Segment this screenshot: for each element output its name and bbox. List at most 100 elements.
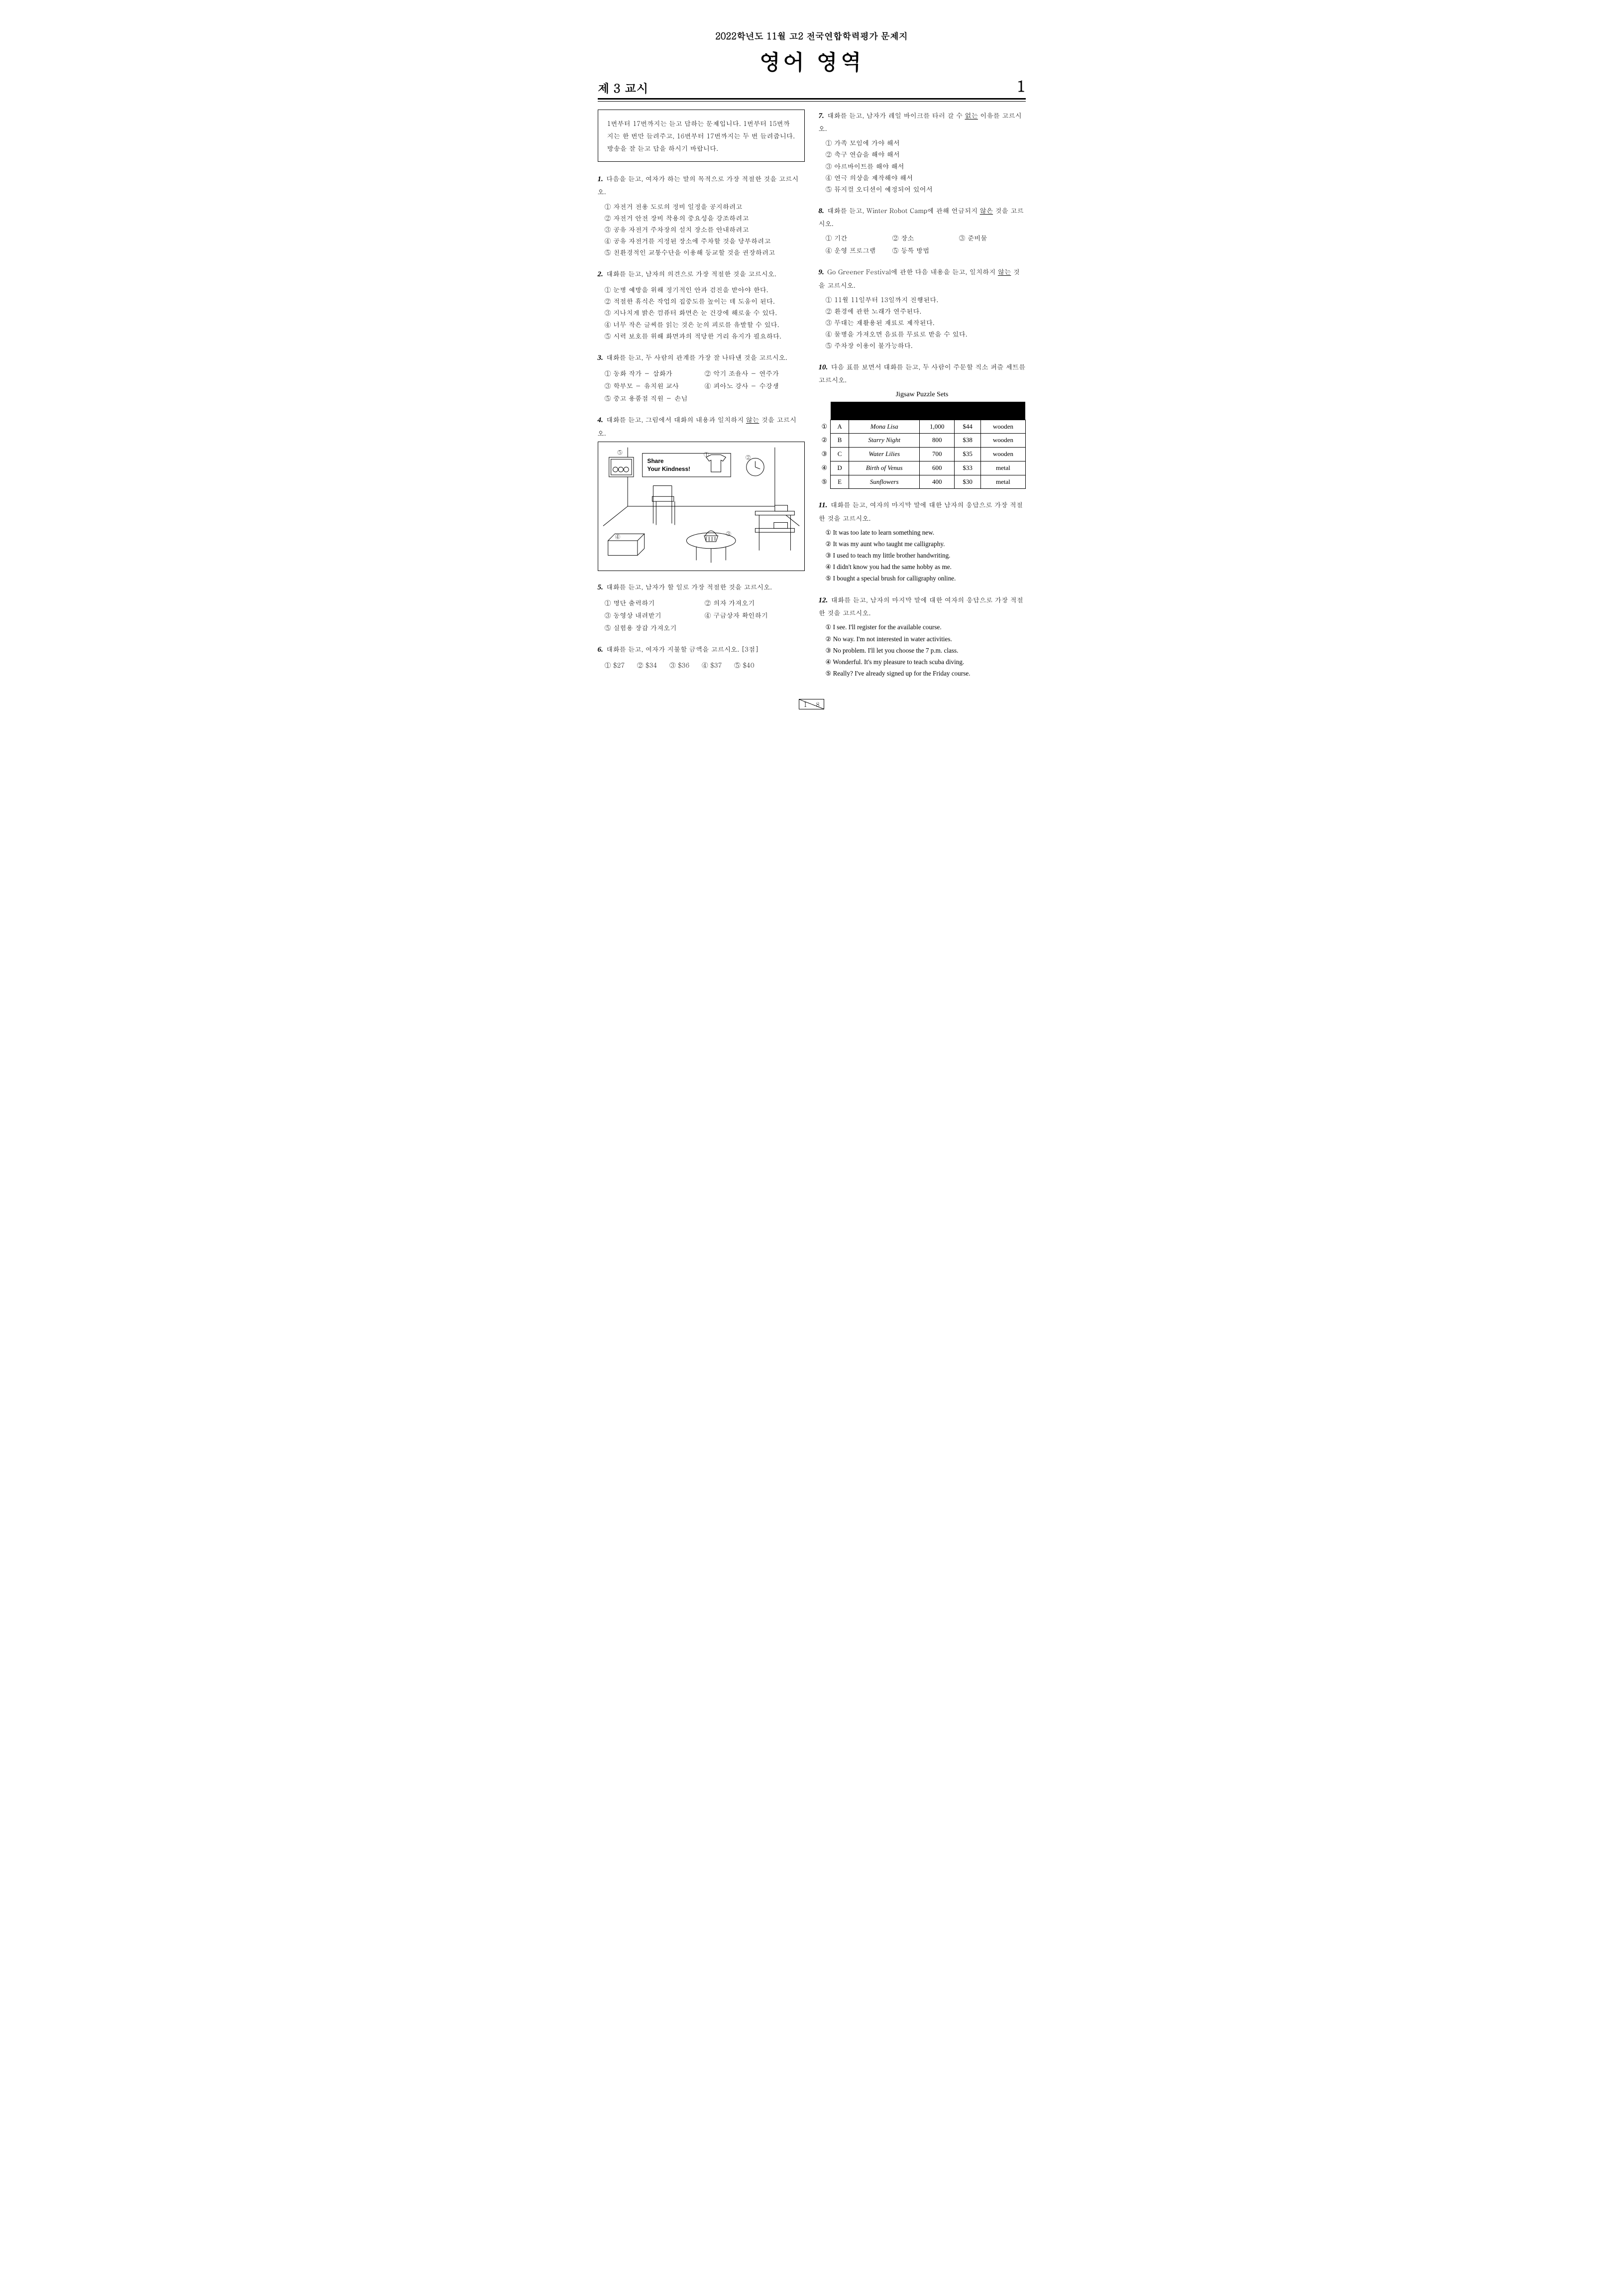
- q9-opt2: ② 환경에 관한 노래가 연주된다.: [826, 305, 1026, 317]
- q3-opt4: ④ 피아노 강사 － 수강생: [705, 380, 805, 391]
- q8-options: ① 기간 ② 장소 ③ 준비물 ④ 운영 프로그램 ⑤ 등록 방법: [819, 232, 1026, 256]
- q6-opt2: ② $34: [637, 659, 657, 671]
- q5-opt5: ⑤ 실험용 장갑 가져오기: [605, 622, 705, 633]
- q6-number: 6.: [598, 646, 603, 654]
- q6-opt4: ④ $37: [702, 659, 722, 671]
- q2-opt2: ② 적절한 휴식은 작업의 집중도를 높이는 데 도움이 된다.: [605, 295, 805, 307]
- q2-opt5: ⑤ 시력 보호를 위해 화면과의 적당한 거리 유지가 필요하다.: [605, 330, 805, 342]
- question-12: 12. 대화를 듣고, 남자의 마지막 말에 대한 여자의 응답으로 가장 적절…: [819, 594, 1026, 679]
- q11-opt3: ③ I used to teach my little brother hand…: [826, 550, 1026, 561]
- q9-stem-pre: Go Greener Festival에 관한 다음 내용을 듣고, 일치하지: [827, 267, 998, 276]
- question-6: 6. 대화를 듣고, 여자가 지불할 금액을 고르시오. [3점] ① $27 …: [598, 643, 805, 671]
- exam-period: 제 3 교시: [598, 79, 649, 96]
- q12-stem: 대화를 듣고, 남자의 마지막 말에 대한 여자의 응답으로 가장 적절한 것을…: [819, 595, 1023, 617]
- exam-header: 2022학년도 11월 고2 전국연합학력평가 문제지 영어 영역: [598, 30, 1026, 76]
- q5-opt1: ① 명단 출력하기: [605, 597, 705, 608]
- table-row: ③ C Water Lilies 700 $35 wooden: [819, 448, 1026, 461]
- q9-number: 9.: [819, 268, 824, 276]
- q11-options: ① It was too late to learn something new…: [819, 527, 1026, 584]
- q10-table-title: Jigsaw Puzzle Sets: [819, 389, 1026, 401]
- q3-opt3: ③ 학부모 － 유치원 교사: [605, 380, 705, 391]
- q8-opt4: ④ 운영 프로그램: [826, 244, 892, 256]
- divider-thick: [598, 98, 1026, 100]
- q1-options: ① 자전거 전용 도로의 정비 일정을 공지하려고 ② 자전거 안전 장비 착용…: [598, 201, 805, 258]
- q10-number: 10.: [819, 363, 828, 371]
- question-4: 4. 대화를 듣고, 그림에서 대화의 내용과 일치하지 않는 것을 고르시오.…: [598, 414, 805, 571]
- q7-opt5: ⑤ 뮤지컬 오디션이 예정되어 있어서: [826, 183, 1026, 195]
- q6-options: ① $27 ② $34 ③ $36 ④ $37 ⑤ $40: [598, 659, 805, 671]
- page-number-top: 1: [1017, 75, 1026, 96]
- question-9: 9. Go Greener Festival에 관한 다음 내용을 듣고, 일치…: [819, 266, 1026, 351]
- q11-opt2: ② It was my aunt who taught me calligrap…: [826, 538, 1026, 550]
- q1-opt5: ⑤ 친환경적인 교통수단을 이용해 등교할 것을 권장하려고: [605, 246, 805, 258]
- q1-opt4: ④ 공유 자전거를 지정된 장소에 주차할 것을 당부하려고: [605, 235, 805, 246]
- q9-options: ① 11월 11일부터 13일까지 진행된다. ② 환경에 관한 노래가 연주된…: [819, 294, 1026, 351]
- question-11: 11. 대화를 듣고, 여자의 마지막 말에 대한 남자의 응답으로 가장 적절…: [819, 499, 1026, 584]
- q1-opt2: ② 자전거 안전 장비 착용의 중요성을 강조하려고: [605, 212, 805, 224]
- q4-scene-image: ⑤ Share Your Kindness! ① ②: [598, 442, 805, 571]
- q7-opt1: ① 가족 모임에 가야 해서: [826, 137, 1026, 148]
- q7-options: ① 가족 모임에 가야 해서 ② 축구 연습을 해야 해서 ③ 아르바이트를 해…: [819, 137, 1026, 194]
- q3-options: ① 동화 작가 － 삽화가 ② 악기 조율사 － 연주가 ③ 학부모 － 유치원…: [598, 367, 805, 404]
- q5-stem: 대화를 듣고, 남자가 할 일로 가장 적절한 것을 고르시오.: [606, 582, 772, 591]
- table-row: ② B Starry Night 800 $38 wooden: [819, 434, 1026, 448]
- q12-opt4: ④ Wonderful. It's my pleasure to teach s…: [826, 656, 1026, 668]
- q6-opt1: ① $27: [605, 659, 625, 671]
- divider-thin: [598, 101, 1026, 102]
- svg-text:②: ②: [745, 454, 751, 461]
- q5-opt4: ④ 구급상자 확인하기: [705, 609, 805, 621]
- svg-text:③: ③: [726, 530, 731, 538]
- q6-opt5: ⑤ $40: [734, 659, 755, 671]
- content-columns: 1번부터 17번까지는 듣고 답하는 문제입니다. 1번부터 15번까지는 한 …: [598, 110, 1026, 689]
- q1-opt3: ③ 공유 자전거 주차장의 설치 장소를 안내하려고: [605, 224, 805, 235]
- q1-opt1: ① 자전거 전용 도로의 정비 일정을 공지하려고: [605, 201, 805, 212]
- svg-text:①: ①: [703, 451, 709, 458]
- q5-opt2: ② 의자 가져오기: [705, 597, 805, 608]
- question-1: 1. 다음을 듣고, 여자가 하는 말의 목적으로 가장 적절한 것을 고르시오…: [598, 173, 805, 258]
- q9-opt1: ① 11월 11일부터 13일까지 진행된다.: [826, 294, 1026, 305]
- q11-opt1: ① It was too late to learn something new…: [826, 527, 1026, 538]
- q11-number: 11.: [819, 501, 828, 509]
- q4-stem-pre: 대화를 듣고, 그림에서 대화의 내용과 일치하지: [606, 415, 746, 424]
- q8-opt1: ① 기간: [826, 232, 892, 243]
- q10-table: ① A Mona Lisa 1,000 $44 wooden ② B Starr…: [819, 402, 1026, 489]
- q8-opt2: ② 장소: [892, 232, 959, 243]
- q4-number: 4.: [598, 416, 603, 424]
- q9-opt5: ⑤ 주차장 이용이 불가능하다.: [826, 340, 1026, 351]
- q12-opt5: ⑤ Really? I've already signed up for the…: [826, 668, 1026, 679]
- q12-opt2: ② No way. I'm not interested in water ac…: [826, 633, 1026, 645]
- q2-opt3: ③ 지나치게 밝은 컴퓨터 화면은 눈 건강에 해로울 수 있다.: [605, 307, 805, 318]
- page-footer: 1 8: [598, 698, 1026, 709]
- q2-opt1: ① 눈병 예방을 위해 정기적인 안과 검진을 받아야 한다.: [605, 284, 805, 295]
- q8-stem-underline: 않은: [980, 206, 993, 215]
- q12-number: 12.: [819, 596, 828, 604]
- q3-opt2: ② 악기 조율사 － 연주가: [705, 367, 805, 379]
- svg-text:④: ④: [615, 533, 620, 541]
- question-8: 8. 대화를 듣고, Winter Robot Camp에 관해 언급되지 않은…: [819, 205, 1026, 256]
- q3-opt5: ⑤ 중고 용품점 직원 － 손님: [605, 392, 705, 404]
- q7-stem-underline: 없는: [965, 111, 978, 120]
- q5-options: ① 명단 출력하기 ② 의자 가져오기 ③ 동영상 내려받기 ④ 구급상자 확인…: [598, 597, 805, 633]
- q2-number: 2.: [598, 270, 603, 278]
- table-row: ⑤ E Sunflowers 400 $30 metal: [819, 475, 1026, 489]
- right-column: 7. 대화를 듣고, 남자가 레일 바이크를 타러 갈 수 없는 이유를 고르시…: [819, 110, 1026, 689]
- q6-stem: 대화를 듣고, 여자가 지불할 금액을 고르시오. [3점]: [606, 644, 758, 654]
- question-2: 2. 대화를 듣고, 남자의 의견으로 가장 적절한 것을 고르시오. ① 눈병…: [598, 268, 805, 342]
- q12-opt3: ③ No problem. I'll let you choose the 7 …: [826, 645, 1026, 656]
- q6-opt3: ③ $36: [669, 659, 690, 671]
- q11-opt5: ⑤ I bought a special brush for calligrap…: [826, 573, 1026, 584]
- q12-opt1: ① I see. I'll register for the available…: [826, 621, 1026, 633]
- q8-opt5: ⑤ 등록 방법: [892, 244, 959, 256]
- q8-opt3: ③ 준비물: [959, 232, 1026, 243]
- question-7: 7. 대화를 듣고, 남자가 레일 바이크를 타러 갈 수 없는 이유를 고르시…: [819, 110, 1026, 195]
- question-3: 3. 대화를 듣고, 두 사람의 관계를 가장 잘 나타낸 것을 고르시오. ①…: [598, 351, 805, 404]
- q9-stem-underline: 않는: [998, 267, 1011, 276]
- q1-number: 1.: [598, 175, 603, 183]
- table-row: ④ D Birth of Venus 600 $33 metal: [819, 461, 1026, 475]
- q1-stem: 다음을 듣고, 여자가 하는 말의 목적으로 가장 적절한 것을 고르시오.: [598, 174, 799, 196]
- table-row: ① A Mona Lisa 1,000 $44 wooden: [819, 420, 1026, 434]
- listening-instruction-box: 1번부터 17번까지는 듣고 답하는 문제입니다. 1번부터 15번까지는 한 …: [598, 110, 805, 162]
- q3-opt1: ① 동화 작가 － 삽화가: [605, 367, 705, 379]
- q2-opt4: ④ 너무 작은 글씨를 읽는 것은 눈의 피로를 유발할 수 있다.: [605, 319, 805, 330]
- svg-text:Your Kindness!: Your Kindness!: [647, 465, 690, 472]
